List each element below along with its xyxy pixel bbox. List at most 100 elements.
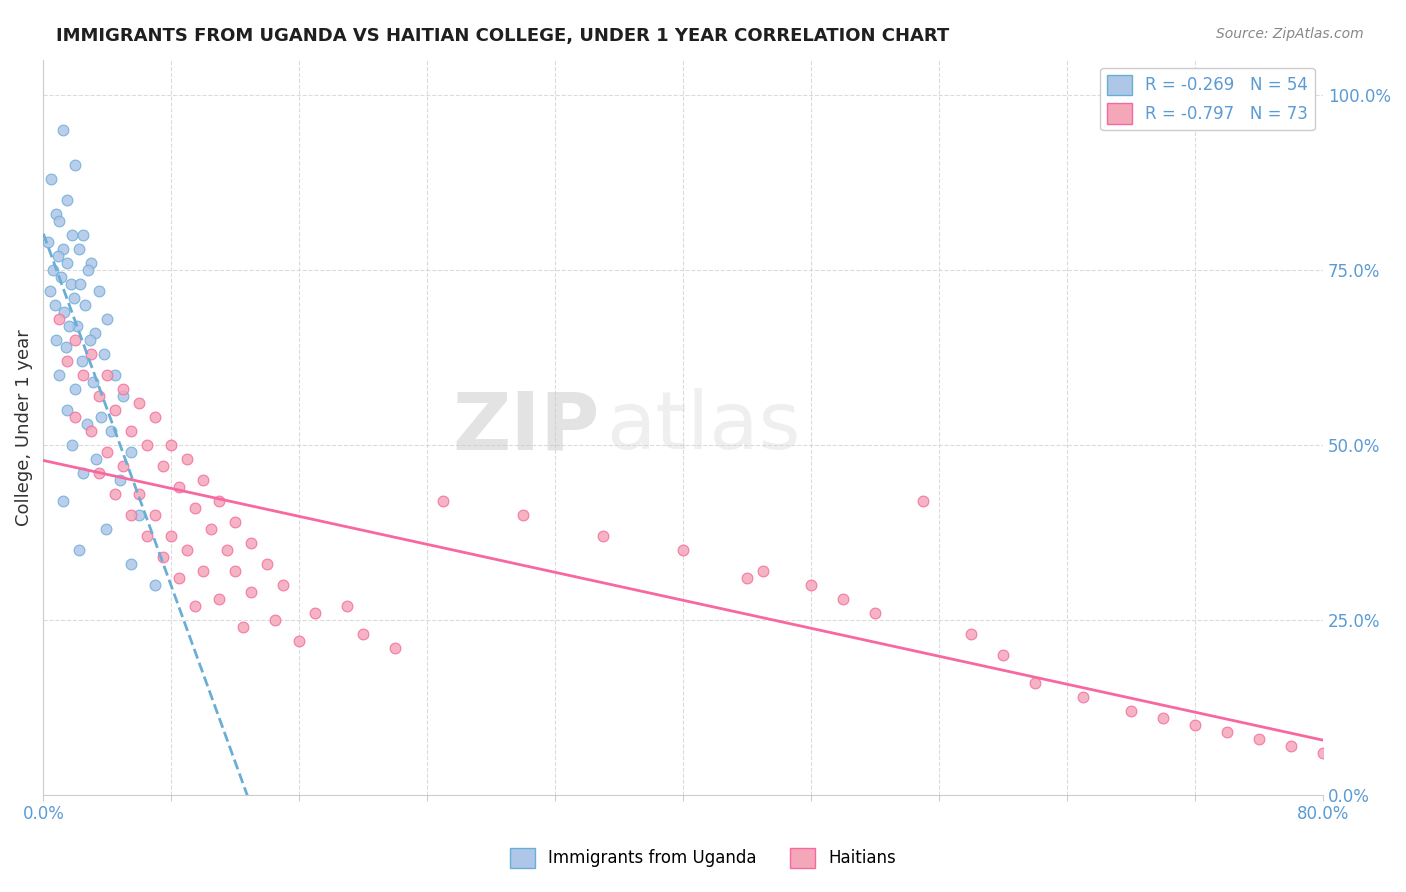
Point <box>94 522 117 536</box>
Text: atlas: atlas <box>606 388 801 467</box>
Point <box>1279 739 1302 753</box>
Point <box>44 298 66 312</box>
Point <box>38 284 60 298</box>
Point <box>59 277 82 291</box>
Point <box>193 473 215 487</box>
Point <box>672 542 695 557</box>
Point <box>240 585 263 599</box>
Point <box>49 269 72 284</box>
Y-axis label: College, Under 1 year: College, Under 1 year <box>15 329 32 525</box>
Point <box>735 571 758 585</box>
Point <box>152 549 174 564</box>
Point <box>912 494 935 508</box>
Point <box>1121 704 1143 718</box>
Text: ZIP: ZIP <box>453 388 600 467</box>
Point <box>104 368 127 382</box>
Point <box>128 396 150 410</box>
Point <box>52 122 75 136</box>
Point <box>100 424 122 438</box>
Point <box>82 375 104 389</box>
Point <box>60 438 83 452</box>
Point <box>56 353 79 368</box>
Point <box>45 333 67 347</box>
Point <box>58 318 80 333</box>
Point <box>65 382 87 396</box>
Point <box>865 606 887 620</box>
Point <box>52 494 75 508</box>
Point <box>217 542 239 557</box>
Point <box>73 298 96 312</box>
Text: Source: ZipAtlas.com: Source: ZipAtlas.com <box>1216 27 1364 41</box>
Point <box>48 368 70 382</box>
Point <box>184 599 207 613</box>
Point <box>1152 711 1174 725</box>
Point <box>273 578 295 592</box>
Point <box>55 340 77 354</box>
Point <box>224 515 246 529</box>
Point <box>112 382 135 396</box>
Point <box>432 494 454 508</box>
Point <box>752 564 775 578</box>
Point <box>120 424 142 438</box>
Point <box>152 458 174 473</box>
Point <box>67 542 90 557</box>
Point <box>56 402 79 417</box>
Point <box>96 368 118 382</box>
Point <box>136 438 159 452</box>
Point <box>42 262 65 277</box>
Point <box>136 529 159 543</box>
Point <box>112 458 135 473</box>
Point <box>1184 718 1206 732</box>
Point <box>48 311 70 326</box>
Point <box>76 417 98 431</box>
Point <box>66 318 89 333</box>
Point <box>80 256 103 270</box>
Point <box>176 542 198 557</box>
Point <box>89 466 111 480</box>
Point <box>352 627 374 641</box>
Point <box>169 480 191 494</box>
Point <box>89 389 111 403</box>
Point <box>65 333 87 347</box>
Point <box>200 522 222 536</box>
Point <box>83 326 105 340</box>
Point <box>72 227 94 242</box>
Point <box>960 627 983 641</box>
Point <box>145 508 167 522</box>
Point <box>208 591 231 606</box>
Point <box>184 500 207 515</box>
Point <box>56 193 79 207</box>
Point <box>512 508 534 522</box>
Point <box>1071 690 1094 704</box>
Legend: Immigrants from Uganda, Haitians: Immigrants from Uganda, Haitians <box>503 841 903 875</box>
Point <box>128 508 150 522</box>
Point <box>93 347 115 361</box>
Point <box>53 305 76 319</box>
Point <box>65 409 87 424</box>
Point <box>77 262 100 277</box>
Point <box>1216 725 1239 739</box>
Point <box>264 613 287 627</box>
Point <box>90 409 112 424</box>
Point <box>62 291 84 305</box>
Point <box>160 529 183 543</box>
Point <box>60 227 83 242</box>
Point <box>65 158 87 172</box>
Point <box>1024 676 1046 690</box>
Point <box>104 402 127 417</box>
Point <box>145 409 167 424</box>
Point <box>176 451 198 466</box>
Point <box>96 311 118 326</box>
Point <box>120 445 142 459</box>
Point <box>800 578 823 592</box>
Point <box>160 438 183 452</box>
Point <box>112 389 135 403</box>
Point <box>232 620 254 634</box>
Legend: R = -0.269   N = 54, R = -0.797   N = 73: R = -0.269 N = 54, R = -0.797 N = 73 <box>1101 68 1315 130</box>
Point <box>89 284 111 298</box>
Point <box>993 648 1015 662</box>
Point <box>72 368 94 382</box>
Point <box>193 564 215 578</box>
Point <box>69 277 91 291</box>
Point <box>96 445 118 459</box>
